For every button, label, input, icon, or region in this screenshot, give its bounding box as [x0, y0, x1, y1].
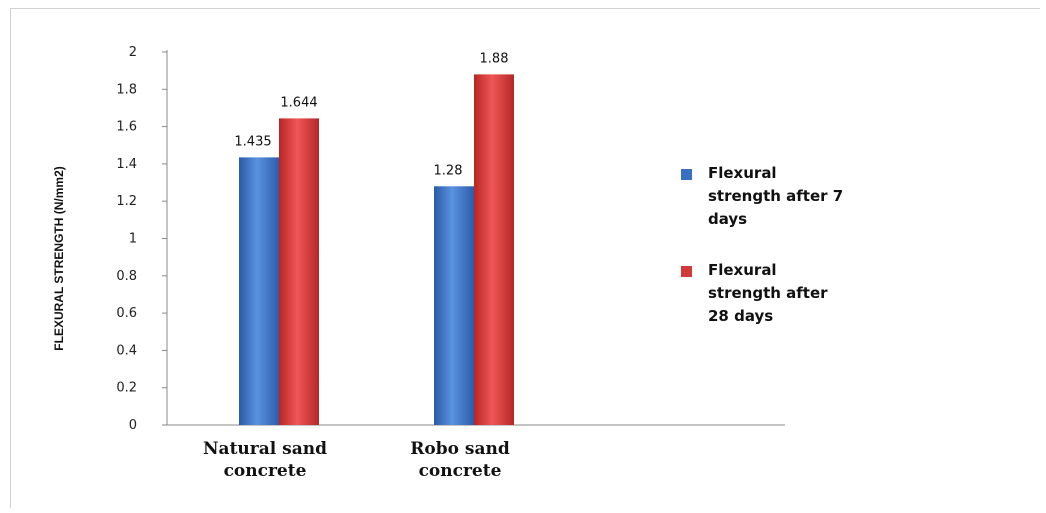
legend-label: Flexural: [708, 164, 777, 182]
y-tick-label: 1.4: [116, 157, 137, 172]
bar-28day: [279, 118, 319, 426]
bar-28day: [474, 74, 514, 425]
legend-swatch: [681, 169, 692, 180]
y-tick-label: 0.4: [116, 343, 137, 358]
legend: Flexural strength after 7 days Flexural stre…: [681, 164, 843, 325]
data-label: 1.435: [234, 134, 271, 149]
legend-swatch: [681, 266, 692, 277]
category-label: Natural sand: [203, 439, 327, 459]
legend-label: days: [708, 210, 747, 228]
chart-frame: [10, 8, 1040, 508]
y-tick-label: 1.8: [116, 82, 137, 97]
data-label: 1.644: [280, 95, 317, 110]
category-label: concrete: [419, 461, 502, 481]
y-tick-label: 2: [129, 45, 137, 60]
y-axis-title: FLEXURAL STRENGTH (N/mm2): [52, 166, 66, 350]
category-label: concrete: [224, 461, 307, 481]
legend-label: Flexural: [708, 261, 777, 279]
legend-label: strength after 7: [708, 187, 843, 205]
y-tick-label: 1.6: [116, 120, 137, 135]
data-label: 1.88: [480, 51, 509, 66]
y-tick-label: 0.8: [116, 269, 137, 284]
y-tick-label: 0: [129, 418, 137, 433]
bar-7day: [434, 186, 474, 425]
legend-label: strength after: [708, 284, 828, 302]
legend-label: 28 days: [708, 307, 773, 325]
y-tick-label: 0.6: [116, 306, 137, 321]
y-tick-label: 0.2: [116, 381, 137, 396]
bars: [239, 74, 514, 426]
y-tick-label: 1: [129, 232, 137, 247]
axes: 0 0.2 0.4 0.6 0.8 1 1.2 1.4 1.6 1.8 2 FLEXURAL STRE…: [52, 45, 785, 433]
y-tick-label: 1.2: [116, 194, 137, 209]
bar-7day: [239, 157, 279, 425]
category-label: Robo sand: [410, 439, 510, 459]
data-label: 1.28: [434, 163, 463, 178]
